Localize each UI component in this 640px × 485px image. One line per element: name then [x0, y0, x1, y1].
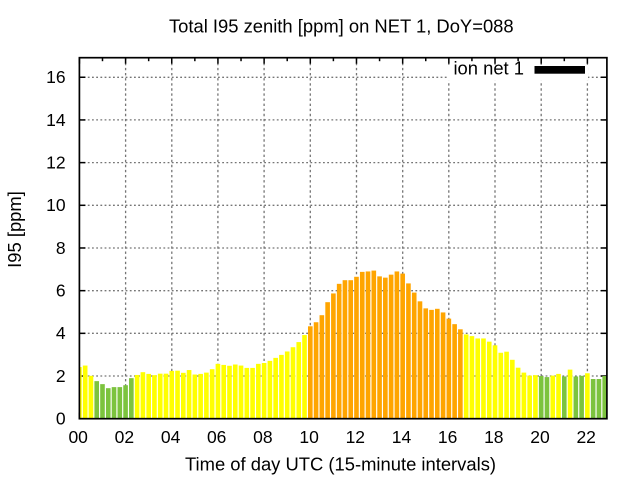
- svg-text:06: 06: [207, 427, 226, 447]
- svg-text:10: 10: [299, 427, 319, 447]
- svg-text:4: 4: [56, 323, 66, 343]
- svg-text:12: 12: [346, 427, 365, 447]
- svg-text:I95 [ppm]: I95 [ppm]: [4, 191, 25, 268]
- svg-text:00: 00: [68, 427, 88, 447]
- svg-text:22: 22: [576, 427, 595, 447]
- svg-text:12: 12: [46, 153, 65, 173]
- svg-text:0: 0: [56, 409, 66, 429]
- svg-text:04: 04: [161, 427, 181, 447]
- svg-text:ion net 1: ion net 1: [453, 58, 524, 79]
- svg-text:16: 16: [46, 67, 65, 87]
- svg-text:02: 02: [115, 427, 134, 447]
- svg-text:Time of day UTC (15-minute int: Time of day UTC (15-minute intervals): [185, 454, 496, 475]
- svg-text:10: 10: [46, 195, 66, 215]
- svg-text:08: 08: [253, 427, 272, 447]
- svg-text:18: 18: [484, 427, 503, 447]
- svg-text:2: 2: [56, 366, 66, 386]
- svg-text:14: 14: [46, 110, 66, 130]
- svg-text:20: 20: [530, 427, 550, 447]
- svg-text:Total I95 zenith [ppm] on NET: Total I95 zenith [ppm] on NET 1, DoY=088: [169, 16, 514, 37]
- svg-text:14: 14: [392, 427, 412, 447]
- svg-text:16: 16: [438, 427, 457, 447]
- svg-text:6: 6: [56, 281, 66, 301]
- svg-text:8: 8: [56, 238, 66, 258]
